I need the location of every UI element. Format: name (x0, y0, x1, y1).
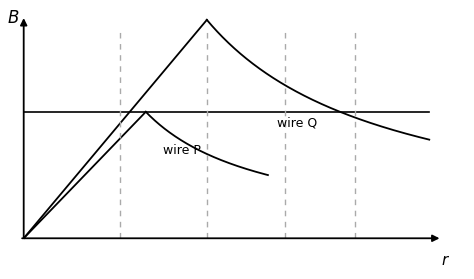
Text: wire Q: wire Q (277, 117, 317, 130)
Text: r: r (441, 253, 447, 268)
Text: B: B (7, 9, 18, 27)
Text: wire P: wire P (163, 145, 201, 157)
